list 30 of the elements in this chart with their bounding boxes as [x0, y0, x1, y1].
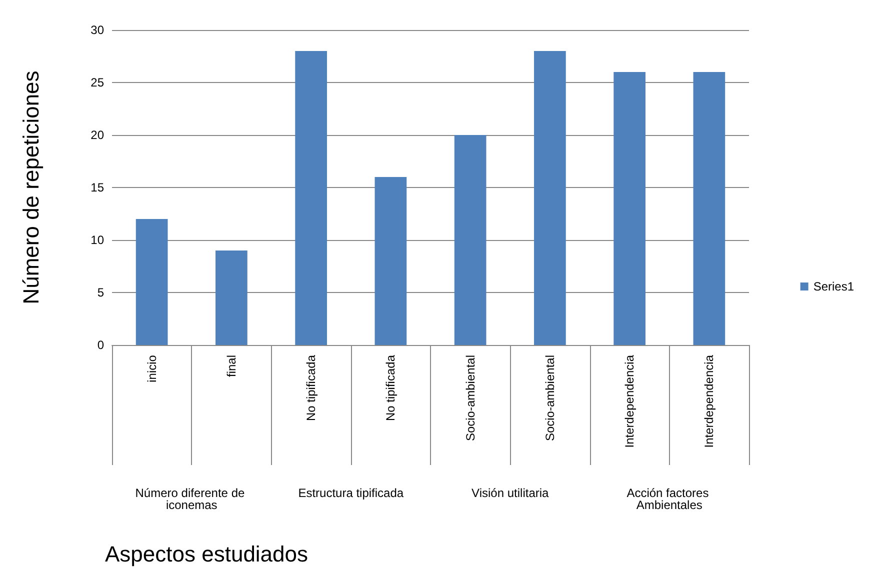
x-tick-label: Socio-ambiental: [463, 355, 478, 442]
bar: [374, 177, 407, 345]
x-tick-label: Interdependencia: [622, 354, 637, 448]
y-tick-label: 15: [90, 180, 104, 194]
y-tick-label: 0: [97, 338, 104, 352]
x-tick-label: No tipificada: [384, 354, 398, 422]
text: Estructura tipificada: [298, 486, 404, 500]
bar: [216, 250, 248, 345]
bar: [534, 51, 566, 345]
x-tick-label: final: [224, 355, 238, 378]
bar: [454, 135, 486, 345]
bar: [614, 72, 646, 345]
y-axis-title: Número de repeticiones: [18, 70, 44, 304]
text: Visión utilitaria: [472, 486, 550, 500]
y-tick-label: 10: [90, 233, 104, 247]
bar: [295, 51, 327, 345]
x-axis-title: Aspectos estudiados: [105, 542, 308, 566]
y-tick-label: 5: [97, 286, 104, 300]
x-tick-label: No tipificada: [304, 354, 318, 422]
bar: [136, 219, 168, 345]
y-tick-label: 30: [90, 23, 104, 37]
text: Acción factores Ambientales: [626, 486, 712, 512]
x-tick-label: inicio: [144, 354, 159, 382]
x-tick-label: Interdependencia: [702, 354, 716, 448]
x-tick-label: Socio-ambiental: [542, 355, 557, 442]
y-tick-label: 20: [90, 128, 104, 142]
bar: [693, 72, 726, 345]
y-tick-label: 25: [90, 76, 104, 90]
legend-label: Series1: [813, 280, 854, 294]
text: Número diferente de iconemas: [135, 486, 248, 512]
